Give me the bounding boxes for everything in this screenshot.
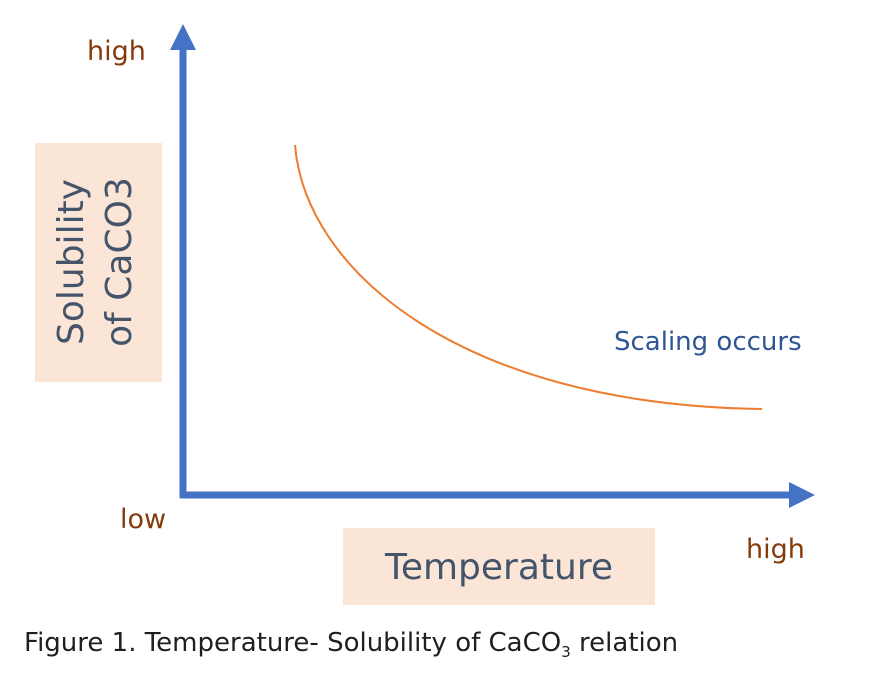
x-label-box bbox=[343, 528, 655, 605]
y-arrow bbox=[170, 24, 196, 50]
caption-subscript: 3 bbox=[561, 643, 571, 661]
y-label-line: of CaCO3 bbox=[99, 177, 140, 347]
y-high-label: high bbox=[87, 36, 146, 67]
y-label: Solubility of CaCO3 bbox=[51, 177, 140, 347]
diagram: high low high Solubility of CaCO3 Temper… bbox=[35, 24, 815, 605]
x-arrow bbox=[789, 482, 815, 508]
solubility-curve bbox=[294, 144, 763, 410]
x-high-label: high bbox=[746, 534, 805, 565]
annotation: Scaling occurs bbox=[614, 327, 802, 357]
y-label-box bbox=[35, 143, 162, 382]
caption: Figure 1. Temperature- Solubility of CaC… bbox=[24, 628, 678, 661]
caption-tail: relation bbox=[570, 628, 679, 658]
y-label-line: Solubility bbox=[51, 179, 92, 345]
caption-text: Figure 1. Temperature- Solubility of CaC… bbox=[24, 628, 562, 658]
x-low-label: low bbox=[120, 504, 166, 535]
x-label: Temperature bbox=[384, 547, 613, 588]
